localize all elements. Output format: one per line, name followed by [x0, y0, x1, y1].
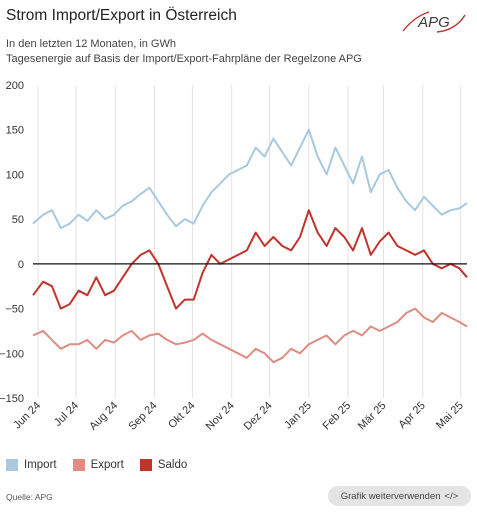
x-tick-label: Nov 24 [204, 400, 237, 433]
x-tick-label: Jul 24 [52, 400, 81, 429]
logo-text: APG [417, 14, 450, 31]
grid [37, 85, 462, 398]
x-tick-label: Feb 25 [320, 400, 353, 433]
x-tick-label: Mär 25 [356, 400, 389, 433]
y-tick-label: 150 [6, 125, 24, 137]
y-tick-label: −50 [5, 304, 24, 316]
y-tick-label: 0 [18, 259, 24, 271]
legend-swatch-export [72, 459, 85, 471]
reuse-button-label: Grafik weiterverwenden [340, 490, 441, 502]
series-line-export [32, 307, 468, 364]
series-line-saldo [32, 209, 468, 310]
legend-label-export: Export [90, 459, 124, 471]
x-tick-label: Dez 24 [242, 400, 275, 433]
series-layer [32, 128, 468, 364]
y-tick-label: −100 [0, 348, 24, 360]
y-tick-label: −150 [0, 393, 24, 405]
legend-swatch-import [6, 459, 18, 471]
legend-label-saldo: Saldo [157, 459, 188, 471]
chart-title: Strom Import/Export in Österreich [6, 7, 237, 24]
y-tick-label: 200 [6, 80, 24, 92]
legend-item-saldo: Saldo [139, 459, 188, 471]
legend-label-import: Import [24, 459, 57, 471]
x-tick-label: Aug 24 [87, 400, 120, 433]
legend: Import Export Saldo [6, 459, 203, 471]
y-axis: −150 −100 −50 0 50 100 150 200 [0, 80, 24, 405]
line-chart: −150 −100 −50 0 50 100 150 200 Jun 24 Jul 24 Aug … [0, 80, 468, 433]
x-tick-label: Apr 25 [396, 400, 427, 431]
source-note: Quelle: APG [6, 492, 53, 502]
legend-swatch-saldo [139, 459, 152, 471]
x-axis: Jun 24 Jul 24 Aug 24 Sep 24 Okt 24 Nov 24 Dez … [11, 400, 465, 433]
legend-item-import: Import [6, 459, 57, 471]
code-icon: </> [444, 490, 459, 502]
chart-description: Tagesenergie auf Basis der Import/Export… [6, 53, 362, 65]
x-tick-label: Jan 25 [282, 400, 314, 432]
y-tick-label: 100 [6, 169, 24, 181]
reuse-chart-button[interactable]: Grafik weiterverwenden </> [328, 486, 471, 506]
x-tick-label: Okt 24 [166, 400, 197, 431]
x-tick-label: Mai 25 [434, 400, 466, 432]
chart-subtitle: In den letzten 12 Monaten, in GWh [6, 38, 176, 50]
series-line-import [32, 128, 468, 230]
y-tick-label: 50 [12, 214, 24, 226]
legend-item-export: Export [72, 459, 124, 471]
x-tick-label: Sep 24 [126, 400, 159, 433]
apg-logo: APG [402, 11, 466, 33]
